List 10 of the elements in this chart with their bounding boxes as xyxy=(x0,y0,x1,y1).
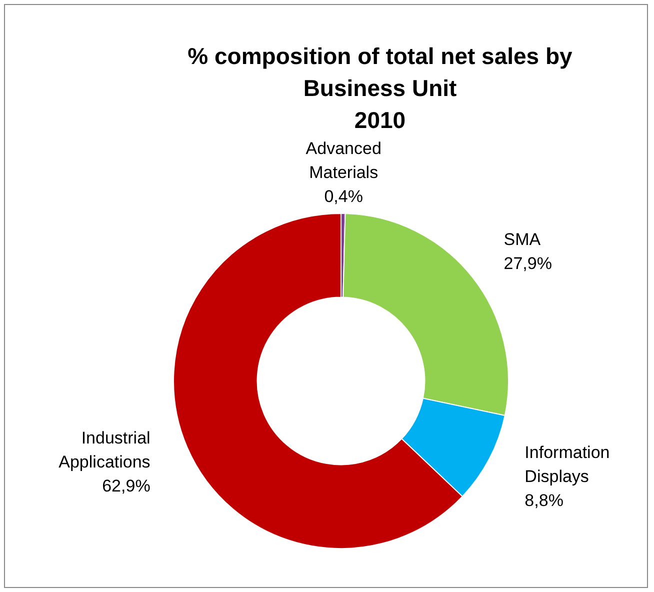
chart-subtitle: 2010 xyxy=(353,106,407,135)
data-label: 0,4% xyxy=(324,187,363,206)
slice-label: Information Displays xyxy=(524,443,610,486)
data-label: 27,9% xyxy=(504,254,552,273)
slice-label: Advanced Materials xyxy=(306,139,382,182)
slice-label: Industrial Applications xyxy=(58,428,150,472)
data-label: 8,8% xyxy=(524,491,564,510)
slice-label: SMA xyxy=(504,230,542,249)
data-label: 62,9% xyxy=(102,476,150,496)
chart-title: % composition of total net sales by Business Unit xyxy=(186,42,574,103)
